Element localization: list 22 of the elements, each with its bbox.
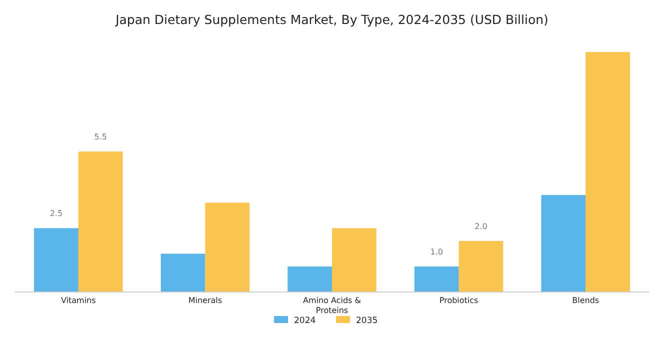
bar [288,266,332,292]
bar [414,266,459,292]
chart-title: Japan Dietary Supplements Market, By Type, 2024-2035 (USD Billion) [114,12,548,27]
data-label: 1.0 [430,247,443,256]
x-tick-label: Blends [572,296,600,305]
bar [541,194,586,292]
bar [332,228,376,292]
data-label: 5.5 [94,132,107,142]
data-label: 2.5 [50,209,63,218]
bar [78,152,123,292]
x-tick-label: Minerals [188,296,222,305]
bar [205,202,250,292]
bar [586,52,630,292]
data-label: 2.0 [474,222,488,231]
x-tick-label: Vitamins [60,296,96,305]
x-tick-label: Amino Acids & Proteins [303,296,361,315]
x-tick-label: Probiotics [439,296,478,305]
bar [34,228,78,292]
bar [160,254,206,292]
legend-label: 2035 [356,316,378,326]
legend-label: 2024 [294,316,316,326]
bar [458,240,504,292]
